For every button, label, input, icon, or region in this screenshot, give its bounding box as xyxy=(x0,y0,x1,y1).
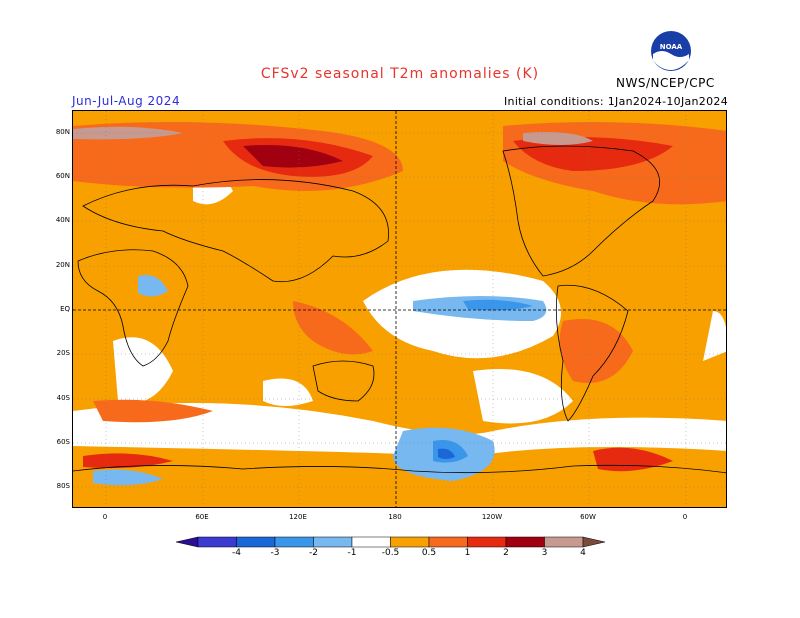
lat-label-60s: 60S xyxy=(56,438,70,446)
color-bar-low-triangle xyxy=(175,536,199,548)
lat-label-40n: 40N xyxy=(55,216,70,224)
agency-label: NWS/NCEP/CPC xyxy=(616,76,715,90)
africa-outline xyxy=(77,249,189,367)
color-bar-cell xyxy=(236,536,276,548)
anomaly-field-blue-pacific-core xyxy=(463,299,533,311)
color-bar-tick-label: 2 xyxy=(503,548,509,558)
coastlines xyxy=(73,145,726,474)
lat-label-20s: 20S xyxy=(56,349,70,357)
color-bar-cell xyxy=(390,536,430,548)
color-bar-cell xyxy=(351,536,391,548)
lon-label-60e: 60E xyxy=(195,513,209,521)
color-bar-tick-label: 1 xyxy=(464,548,471,558)
lat-label-80s: 80S xyxy=(56,482,70,490)
color-bar-cell xyxy=(313,536,353,548)
noaa-logo-icon: NOAA xyxy=(651,31,691,71)
noaa-logo-text: NOAA xyxy=(660,43,683,51)
map-title: CFSv2 seasonal T2m anomalies (K) xyxy=(260,66,540,82)
map-frame xyxy=(72,110,727,508)
lat-label-60n: 60N xyxy=(55,172,70,180)
anomaly-field-white-atlantic xyxy=(703,311,726,361)
lon-label-0: 0 xyxy=(102,513,108,521)
color-bar-cell xyxy=(428,536,468,548)
lon-label-120e: 120E xyxy=(289,513,307,521)
lon-label-60w: 60W xyxy=(580,513,596,521)
color-bar-tick-label: -1 xyxy=(347,548,357,558)
lon-label-120w: 120W xyxy=(481,513,503,521)
color-bar-tick-label: -0.5 xyxy=(381,548,400,558)
lat-label-80n: 80N xyxy=(55,128,70,136)
lat-label-20n: 20N xyxy=(55,261,70,269)
anomaly-field-brown-arctic xyxy=(73,126,183,140)
initial-conditions-label: Initial conditions: 1Jan2024-10Jan2024 xyxy=(504,95,728,108)
anomaly-field-blue-west xyxy=(93,469,163,486)
anomaly-field-red-samerica xyxy=(559,319,633,383)
color-bar xyxy=(175,536,606,548)
color-bar-tick-label: -4 xyxy=(232,548,241,558)
lon-label-180: 180 xyxy=(388,513,402,521)
anomaly-field-blue-africa xyxy=(138,275,168,297)
australia-outline xyxy=(312,360,375,402)
antarctica-outline xyxy=(73,464,726,474)
color-bar-cell xyxy=(544,536,584,548)
lon-label-0-east: 0 xyxy=(682,513,688,521)
anomaly-field-darkred-siberia xyxy=(243,145,343,168)
season-label: Jun-Jul-Aug 2024 xyxy=(72,94,181,108)
anomaly-field-red-seasia xyxy=(293,301,373,355)
color-bar-tick-label: 0.5 xyxy=(421,548,437,558)
anomaly-field-brown-canada xyxy=(523,132,593,145)
anomaly-field-blue-antarctic-center xyxy=(438,448,455,459)
color-bar-tick-label: 4 xyxy=(580,548,586,558)
anomaly-field-white-africa xyxy=(113,337,173,403)
color-bar-tick-label: 3 xyxy=(541,548,548,558)
color-bar-tick-label: -2 xyxy=(309,548,318,558)
color-bar-tick-label: -3 xyxy=(270,548,280,558)
anomaly-field-red-southern xyxy=(93,399,213,423)
europe-asia-outline xyxy=(82,179,389,283)
north-america-outline xyxy=(502,145,661,277)
anomaly-field-white-southpac xyxy=(473,369,573,424)
color-bar-high-triangle xyxy=(582,536,606,548)
color-bar-cell xyxy=(197,536,237,548)
lat-label-40s: 40S xyxy=(56,394,70,402)
anomaly-map xyxy=(73,111,726,507)
anomaly-field-red-canada xyxy=(513,137,673,171)
anomaly-field-white-south xyxy=(73,403,726,456)
anomaly-field-red-antarctic xyxy=(83,453,173,469)
color-bar-cell xyxy=(467,536,507,548)
lat-label-eq: EQ xyxy=(60,305,70,313)
anomaly-field-white-indian xyxy=(263,378,313,406)
color-bar-cell xyxy=(505,536,545,548)
color-bar-cell xyxy=(274,536,314,548)
south-america-outline xyxy=(555,284,629,422)
